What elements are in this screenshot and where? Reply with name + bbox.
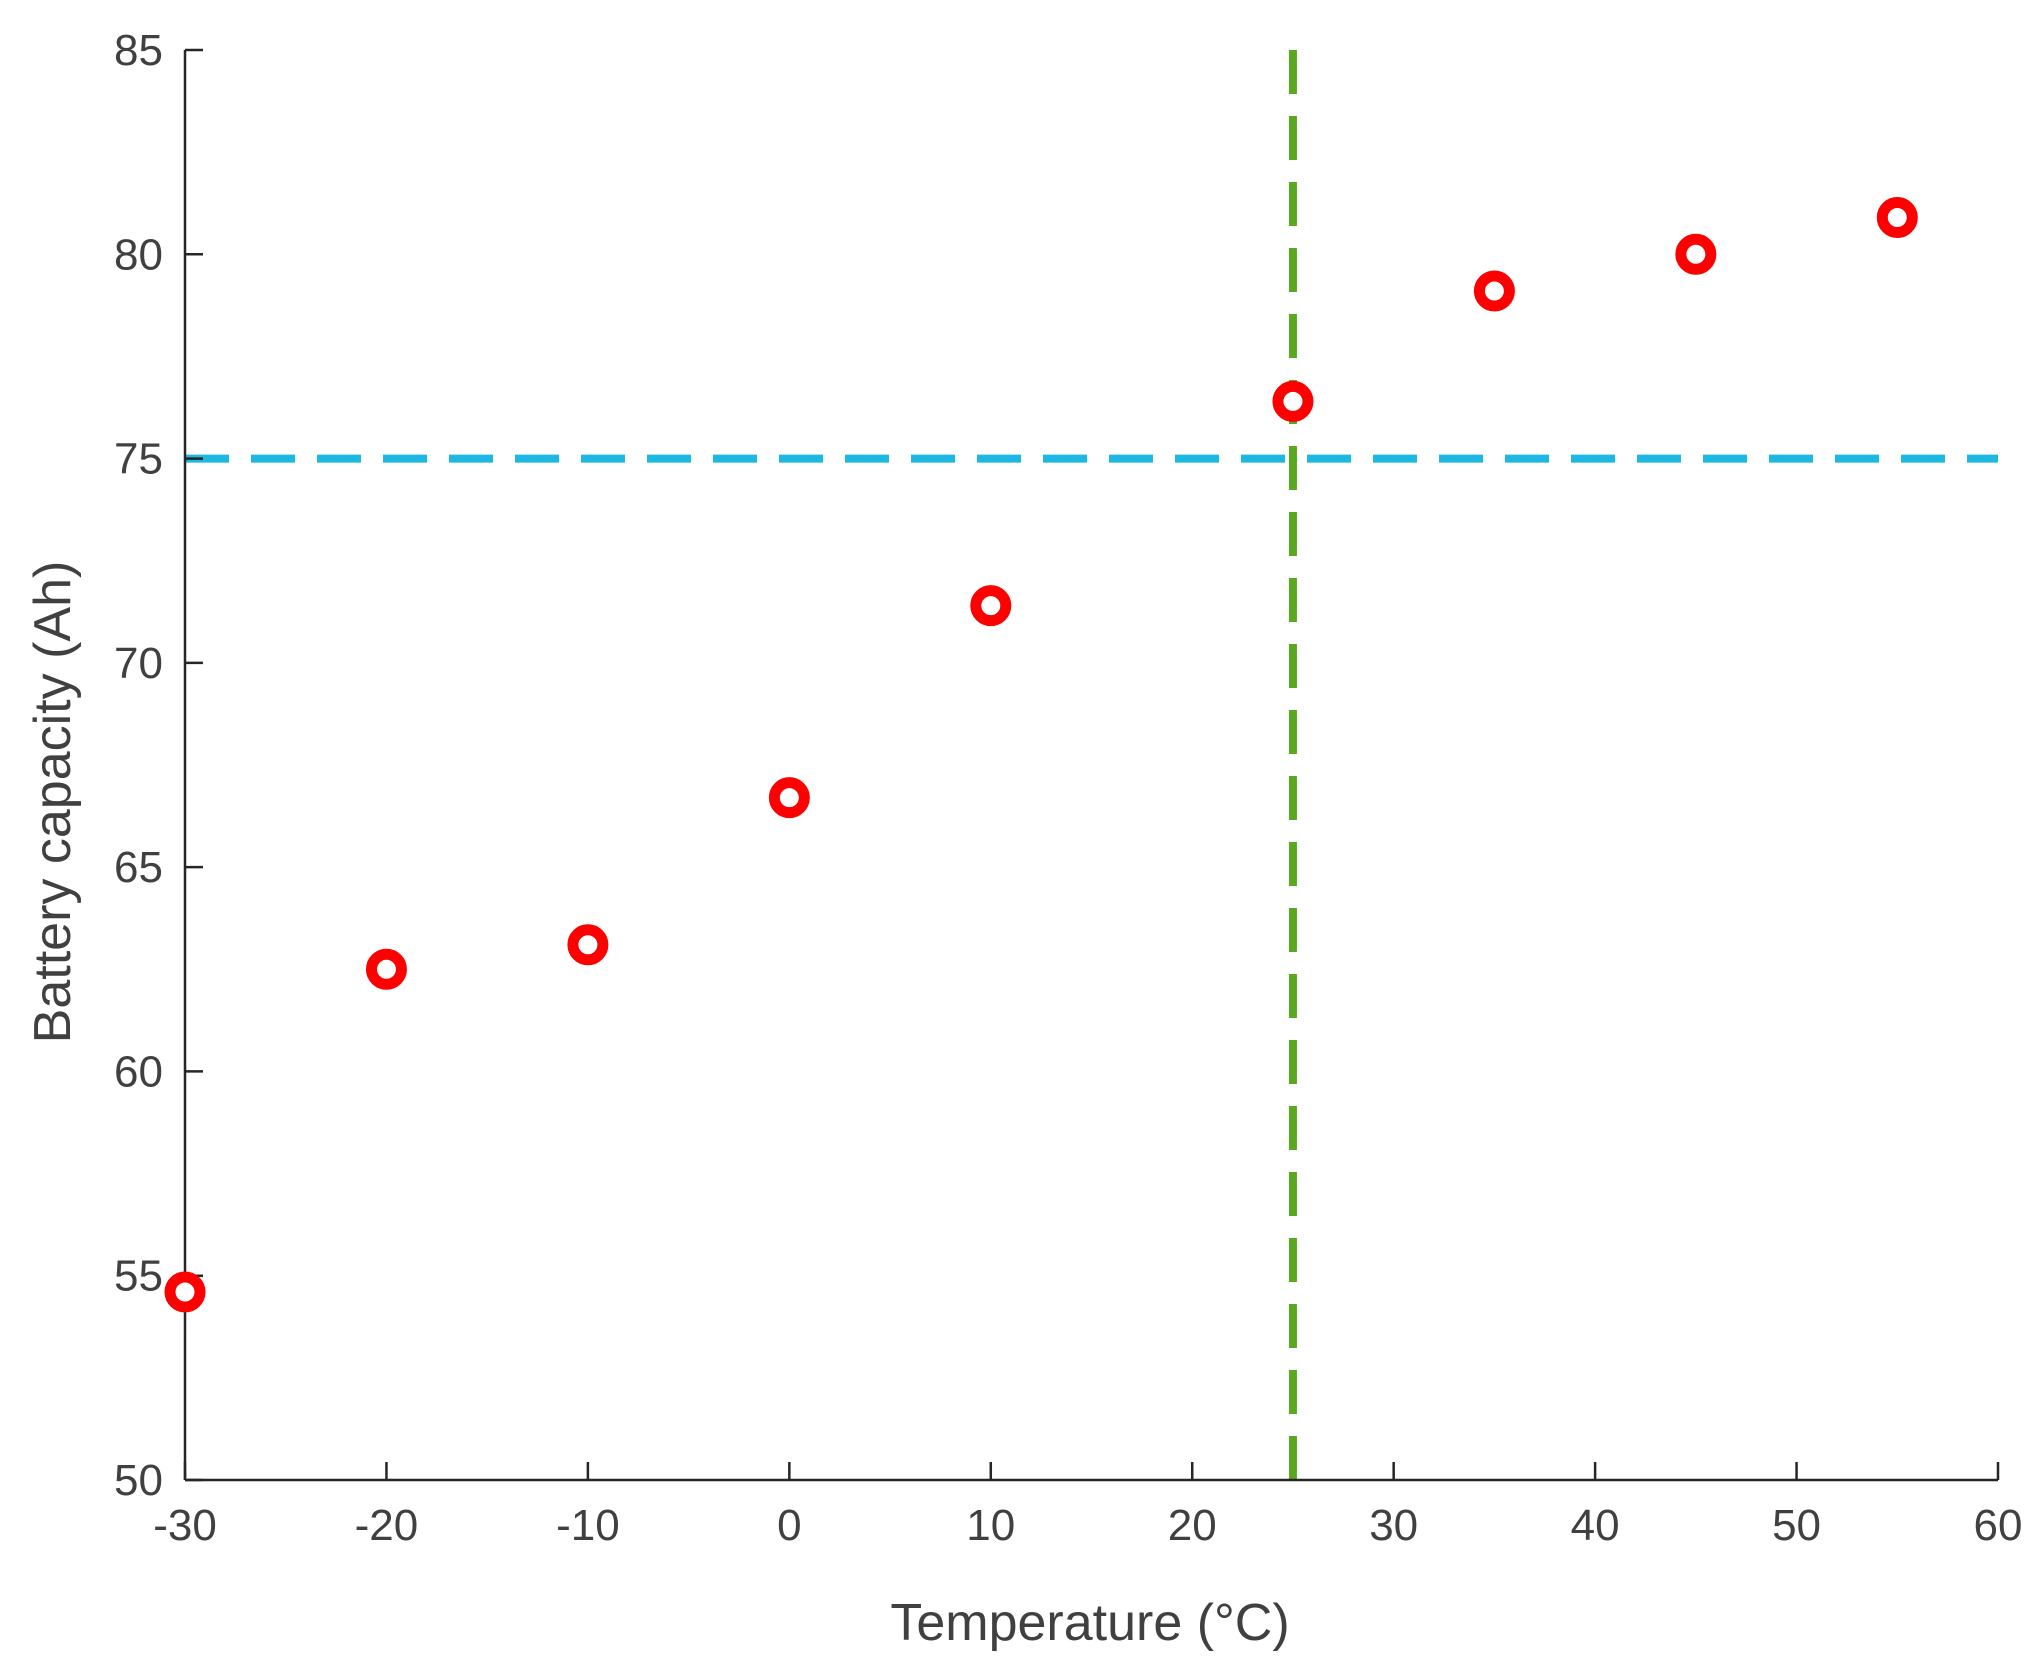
x-tick-label: 0 bbox=[777, 1501, 801, 1550]
y-tick-label: 80 bbox=[114, 230, 163, 279]
y-tick-label: 55 bbox=[114, 1252, 163, 1301]
data-point bbox=[164, 1271, 206, 1313]
y-tick-label: 75 bbox=[114, 435, 163, 484]
axes bbox=[183, 48, 2000, 1482]
x-tick-label: 10 bbox=[966, 1501, 1015, 1550]
x-tick-label: 20 bbox=[1168, 1501, 1217, 1550]
data-point bbox=[1675, 233, 1717, 275]
data-point bbox=[1876, 197, 1918, 239]
x-tick-label: 40 bbox=[1571, 1501, 1620, 1550]
y-axis-label: Battery capacity (Ah) bbox=[24, 561, 82, 1044]
data-point bbox=[1473, 270, 1515, 312]
y-tick-label: 50 bbox=[114, 1456, 163, 1505]
y-tick-label: 85 bbox=[114, 26, 163, 75]
data-point bbox=[365, 948, 407, 990]
x-tick-label: -30 bbox=[153, 1501, 217, 1550]
x-tick-labels: -30 -20 -10 0 10 20 30 40 50 60 bbox=[153, 1501, 2022, 1550]
data-points bbox=[164, 197, 1918, 1313]
reference-lines bbox=[185, 50, 1998, 1480]
x-tick-label: 50 bbox=[1772, 1501, 1821, 1550]
y-tick-label: 70 bbox=[114, 639, 163, 688]
data-point bbox=[1272, 380, 1314, 422]
y-tick-labels: 50 55 60 65 70 75 80 85 bbox=[114, 26, 163, 1505]
x-tick-label: 60 bbox=[1974, 1501, 2023, 1550]
x-tick-label: -20 bbox=[355, 1501, 419, 1550]
data-point bbox=[970, 585, 1012, 627]
y-tick-label: 60 bbox=[114, 1047, 163, 1096]
data-point bbox=[567, 924, 609, 966]
x-tick-label: 30 bbox=[1369, 1501, 1418, 1550]
x-axis-label: Temperature (°C) bbox=[890, 1594, 1289, 1652]
x-tick-label: -10 bbox=[556, 1501, 620, 1550]
data-point bbox=[768, 777, 810, 819]
y-tick-label: 65 bbox=[114, 843, 163, 892]
